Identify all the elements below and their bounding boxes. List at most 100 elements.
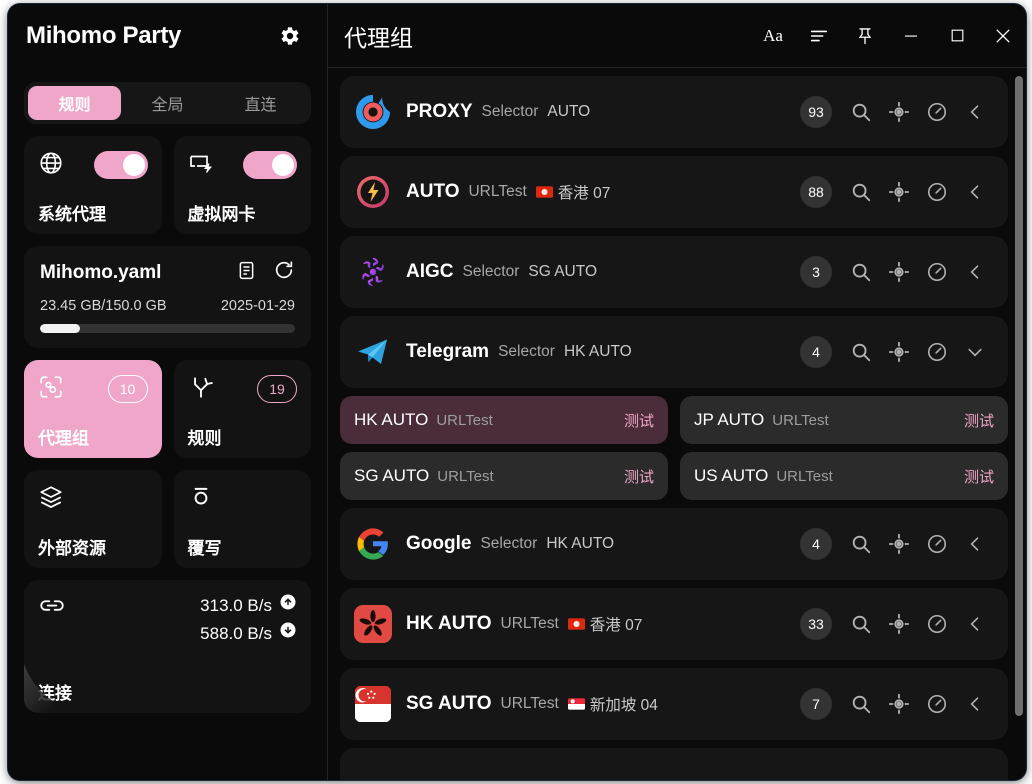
chevron-left-icon[interactable] bbox=[958, 607, 992, 641]
hk-flag-icon bbox=[567, 618, 585, 630]
speedtest-gauge-icon[interactable] bbox=[920, 527, 954, 561]
chevron-left-icon[interactable] bbox=[958, 527, 992, 561]
search-icon[interactable] bbox=[844, 95, 878, 129]
pin-icon[interactable] bbox=[842, 13, 888, 59]
chevron-left-icon[interactable] bbox=[958, 95, 992, 129]
node-type: URLTest bbox=[436, 411, 493, 429]
tun-toggle[interactable] bbox=[243, 151, 297, 179]
sg-flag-icon bbox=[567, 698, 585, 710]
mode-tab-direct[interactable]: 直连 bbox=[214, 86, 307, 120]
proxy-group-row[interactable]: AIGC Selector SG AUTO 3 bbox=[340, 236, 1008, 308]
group-type: Selector bbox=[480, 535, 538, 552]
app-title: Mihomo Party bbox=[26, 22, 181, 50]
search-icon[interactable] bbox=[844, 687, 878, 721]
proxy-node-item[interactable]: JP AUTO URLTest 测试 bbox=[680, 396, 1008, 444]
system-proxy-toggle[interactable] bbox=[93, 151, 148, 179]
locate-target-icon[interactable] bbox=[882, 175, 916, 209]
proxy-group-row[interactable]: Google Selector HK AUTO 4 bbox=[340, 508, 1008, 580]
chevron-left-icon[interactable] bbox=[958, 175, 992, 209]
locate-target-icon[interactable] bbox=[882, 527, 916, 561]
sidebar-item-proxy-groups[interactable]: 10 代理组 bbox=[24, 360, 162, 458]
search-icon[interactable] bbox=[844, 335, 878, 369]
refresh-icon[interactable] bbox=[273, 259, 295, 286]
group-count-badge: 3 bbox=[800, 256, 832, 288]
search-icon[interactable] bbox=[844, 527, 878, 561]
proxy-node-item[interactable]: HK AUTO URLTest 测试 bbox=[340, 396, 668, 444]
proxy-group-row[interactable]: SG AUTO URLTest 新加坡 04 7 bbox=[340, 668, 1008, 740]
font-size-icon[interactable]: Aa bbox=[750, 13, 796, 59]
speedtest-gauge-icon[interactable] bbox=[920, 687, 954, 721]
proxy-groups-badge: 10 bbox=[107, 375, 148, 403]
tun-device-icon bbox=[188, 150, 216, 181]
speedtest-gauge-icon[interactable] bbox=[920, 607, 954, 641]
proxy-group-row[interactable]: AUTO URLTest 香港 07 88 bbox=[340, 156, 1008, 228]
speedtest-gauge-icon[interactable] bbox=[920, 335, 954, 369]
search-icon[interactable] bbox=[844, 255, 878, 289]
group-name: AUTO bbox=[406, 181, 460, 202]
node-delay[interactable]: 测试 bbox=[623, 412, 654, 430]
node-name: JP AUTO bbox=[694, 410, 765, 429]
group-now: 香港 07 bbox=[535, 181, 610, 203]
sidebar-item-resources-label: 外部资源 bbox=[38, 539, 106, 558]
mode-tab-global[interactable]: 全局 bbox=[121, 86, 214, 120]
proxy-node-item[interactable]: US AUTO URLTest 测试 bbox=[680, 452, 1008, 500]
sidebar-item-connections[interactable]: 313.0 B/s 588.0 B/s bbox=[24, 580, 311, 713]
globe-icon bbox=[38, 150, 64, 181]
system-proxy-label: 系统代理 bbox=[38, 205, 106, 224]
system-proxy-card[interactable]: 系统代理 bbox=[24, 136, 162, 234]
arrow-up-circle-icon bbox=[279, 592, 297, 620]
sidebar-item-override-label: 覆写 bbox=[187, 539, 222, 558]
mode-tab-rule[interactable]: 规则 bbox=[28, 86, 121, 120]
node-delay[interactable]: 测试 bbox=[963, 468, 994, 486]
group-now: 香港 07 bbox=[567, 613, 642, 635]
search-icon[interactable] bbox=[844, 607, 878, 641]
document-icon[interactable] bbox=[236, 260, 257, 286]
font-size-label: Aa bbox=[763, 25, 783, 45]
chevron-left-icon[interactable] bbox=[958, 687, 992, 721]
sidebar-item-resources[interactable]: 外部资源 bbox=[24, 470, 162, 568]
group-type: URLTest bbox=[468, 183, 527, 200]
proxy-group-icon bbox=[38, 374, 64, 405]
minimize-icon[interactable] bbox=[888, 13, 934, 59]
chevron-down-icon[interactable] bbox=[958, 335, 992, 369]
node-delay[interactable]: 测试 bbox=[623, 468, 654, 486]
sidebar-item-override[interactable]: 覆写 bbox=[173, 470, 311, 568]
mode-tab-global-label: 全局 bbox=[151, 97, 184, 114]
proxy-group-row[interactable]: HK AUTO URLTest 香港 07 33 bbox=[340, 588, 1008, 660]
search-icon[interactable] bbox=[844, 175, 878, 209]
nav-tile-row-1: 10 代理组 19 规则 bbox=[24, 360, 311, 458]
speedtest-gauge-icon[interactable] bbox=[920, 255, 954, 289]
locate-target-icon[interactable] bbox=[882, 687, 916, 721]
upload-speed: 313.0 B/s bbox=[200, 596, 272, 615]
proxy-group-row[interactable]: Telegram Selector HK AUTO 4 bbox=[340, 316, 1008, 388]
locate-target-icon[interactable] bbox=[882, 335, 916, 369]
speedtest-gauge-icon[interactable] bbox=[920, 95, 954, 129]
vertical-scrollbar[interactable] bbox=[1015, 76, 1023, 716]
node-type: URLTest bbox=[437, 467, 494, 485]
list-lines-icon[interactable] bbox=[796, 13, 842, 59]
arrow-down-circle-icon bbox=[279, 620, 297, 648]
proxy-group-row[interactable]: PROXY Selector AUTO 93 bbox=[340, 76, 1008, 148]
node-delay[interactable]: 测试 bbox=[963, 412, 994, 430]
tun-card[interactable]: 虚拟网卡 bbox=[173, 136, 311, 234]
locate-target-icon[interactable] bbox=[882, 607, 916, 641]
gear-icon[interactable] bbox=[275, 21, 305, 51]
group-name: Google bbox=[406, 533, 472, 554]
group-actions: 88 bbox=[800, 175, 992, 209]
locate-target-icon[interactable] bbox=[882, 255, 916, 289]
group-actions: 33 bbox=[800, 607, 992, 641]
maximize-icon[interactable] bbox=[934, 13, 980, 59]
chevron-left-icon[interactable] bbox=[958, 255, 992, 289]
profile-traffic: 23.45 GB/150.0 GB bbox=[40, 298, 167, 314]
node-name: SG AUTO bbox=[354, 466, 430, 485]
proxy-group-row[interactable] bbox=[340, 748, 1008, 780]
proxy-node-item[interactable]: SG AUTO URLTest 测试 bbox=[340, 452, 668, 500]
locate-target-icon[interactable] bbox=[882, 95, 916, 129]
close-icon[interactable] bbox=[980, 13, 1026, 59]
group-name: HK AUTO bbox=[406, 613, 492, 634]
speedtest-gauge-icon[interactable] bbox=[920, 175, 954, 209]
group-name: SG AUTO bbox=[406, 693, 492, 714]
mode-tab-rule-label: 规则 bbox=[58, 97, 91, 114]
profile-card[interactable]: Mihomo.yaml bbox=[24, 246, 311, 348]
sidebar-item-rules[interactable]: 19 规则 bbox=[173, 360, 311, 458]
